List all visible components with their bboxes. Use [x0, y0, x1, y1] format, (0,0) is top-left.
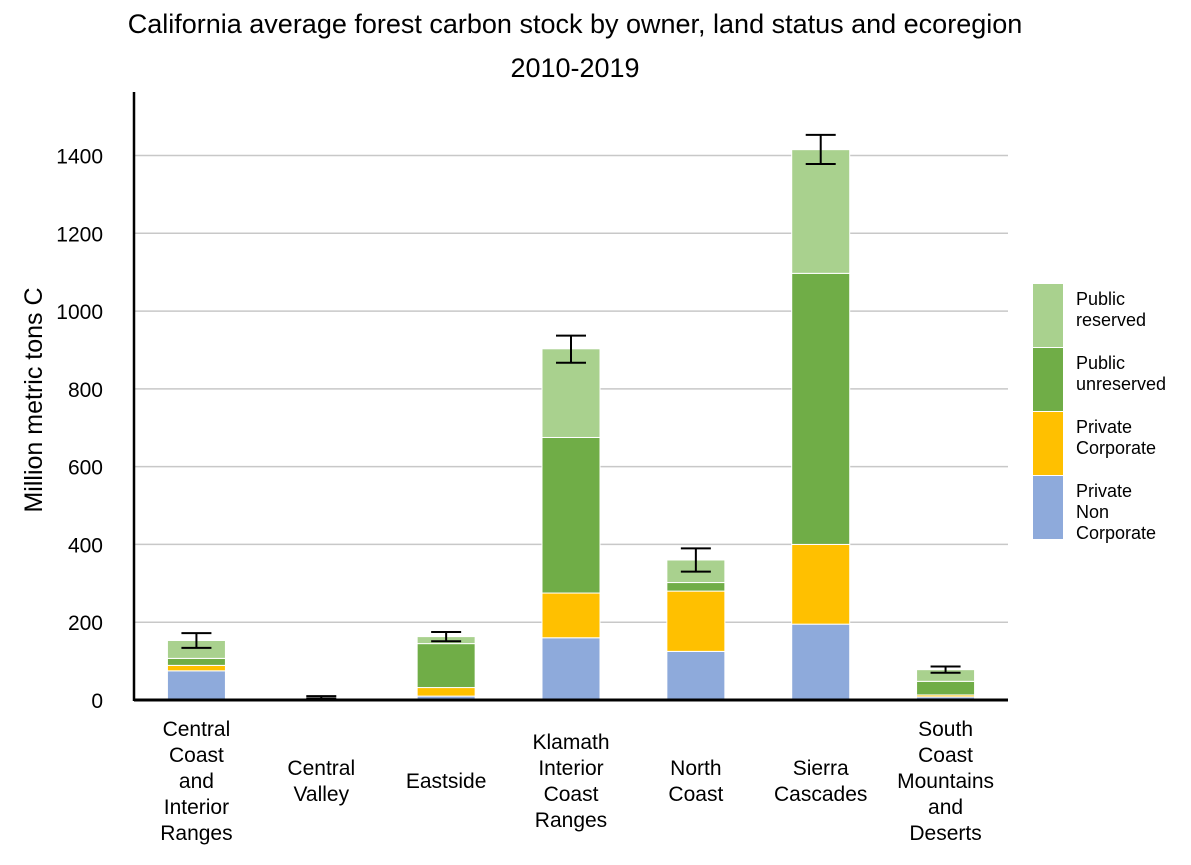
legend-label: Private Corporate [1076, 417, 1156, 458]
x-tick-label: Central Coast and Interior Ranges [160, 718, 232, 845]
y-tick-label: 0 [91, 690, 103, 713]
bar-segment [791, 543, 851, 625]
legend-swatch [1033, 476, 1063, 539]
y-tick-label: 400 [68, 534, 103, 557]
legend-label: Public reserved [1076, 289, 1146, 330]
axes [132, 92, 1008, 702]
legend-swatch [1033, 348, 1063, 411]
bars [166, 149, 976, 701]
y-tick-labels: 0 200 400 600 800 1000 1200 1400 [56, 146, 103, 714]
x-tick-label: Eastside [406, 770, 487, 793]
error-bars [181, 133, 961, 700]
y-tick-label: 200 [68, 612, 103, 635]
bar-segment [666, 590, 726, 652]
chart-title: California average forest carbon stock b… [128, 9, 1023, 39]
bar-segment [166, 670, 226, 701]
y-tick-label: 800 [68, 379, 103, 402]
bar-segment [791, 272, 851, 545]
bar-segment [541, 637, 601, 701]
legend-swatch [1033, 412, 1063, 475]
error-bar [556, 334, 586, 364]
y-axis-label: Million metric tons C [20, 287, 48, 512]
error-bar [181, 632, 212, 649]
legend: Public reserved Public unreserved Private Cor… [1033, 284, 1166, 543]
legend-item: Private Non Corporate [1033, 476, 1156, 543]
legend-swatch [1033, 284, 1063, 347]
x-tick-label: Klamath Interior Coast Ranges [532, 731, 609, 832]
y-tick-label: 1200 [56, 223, 103, 246]
y-tick-label: 600 [68, 457, 103, 480]
error-bar [431, 630, 462, 643]
bar-segment [541, 592, 601, 639]
bar-segment [166, 657, 226, 666]
legend-item: Private Corporate [1033, 412, 1156, 475]
bar-segment [791, 623, 851, 701]
error-bar [306, 695, 337, 700]
y-tick-label: 1400 [56, 146, 103, 169]
legend-item: Public reserved [1033, 284, 1146, 347]
bar-segment [416, 643, 476, 689]
legend-label: Public unreserved [1076, 353, 1166, 394]
bar-segment [541, 436, 601, 594]
y-tick-label: 1000 [56, 301, 103, 324]
bar-segment [791, 149, 851, 274]
bar-segment [666, 582, 726, 592]
legend-item: Public unreserved [1033, 348, 1166, 411]
bar-segment [666, 650, 726, 701]
x-tick-labels: Central Coast and Interior Ranges Central Vall… [160, 718, 994, 845]
error-bar [805, 133, 836, 166]
x-tick-label: Central Valley [287, 757, 355, 806]
x-tick-label: North Coast [668, 757, 723, 806]
chart-subtitle: 2010-2019 [510, 53, 639, 83]
bar-segment [916, 680, 976, 696]
error-bar [680, 547, 711, 573]
error-bar [930, 665, 961, 674]
x-tick-label: South Coast Mountains and Deserts [897, 718, 994, 845]
bar-segment [416, 687, 476, 697]
x-tick-label: Sierra Cascades [774, 757, 867, 806]
bar-segment [166, 664, 226, 672]
legend-label: Private Non Corporate [1076, 481, 1156, 543]
